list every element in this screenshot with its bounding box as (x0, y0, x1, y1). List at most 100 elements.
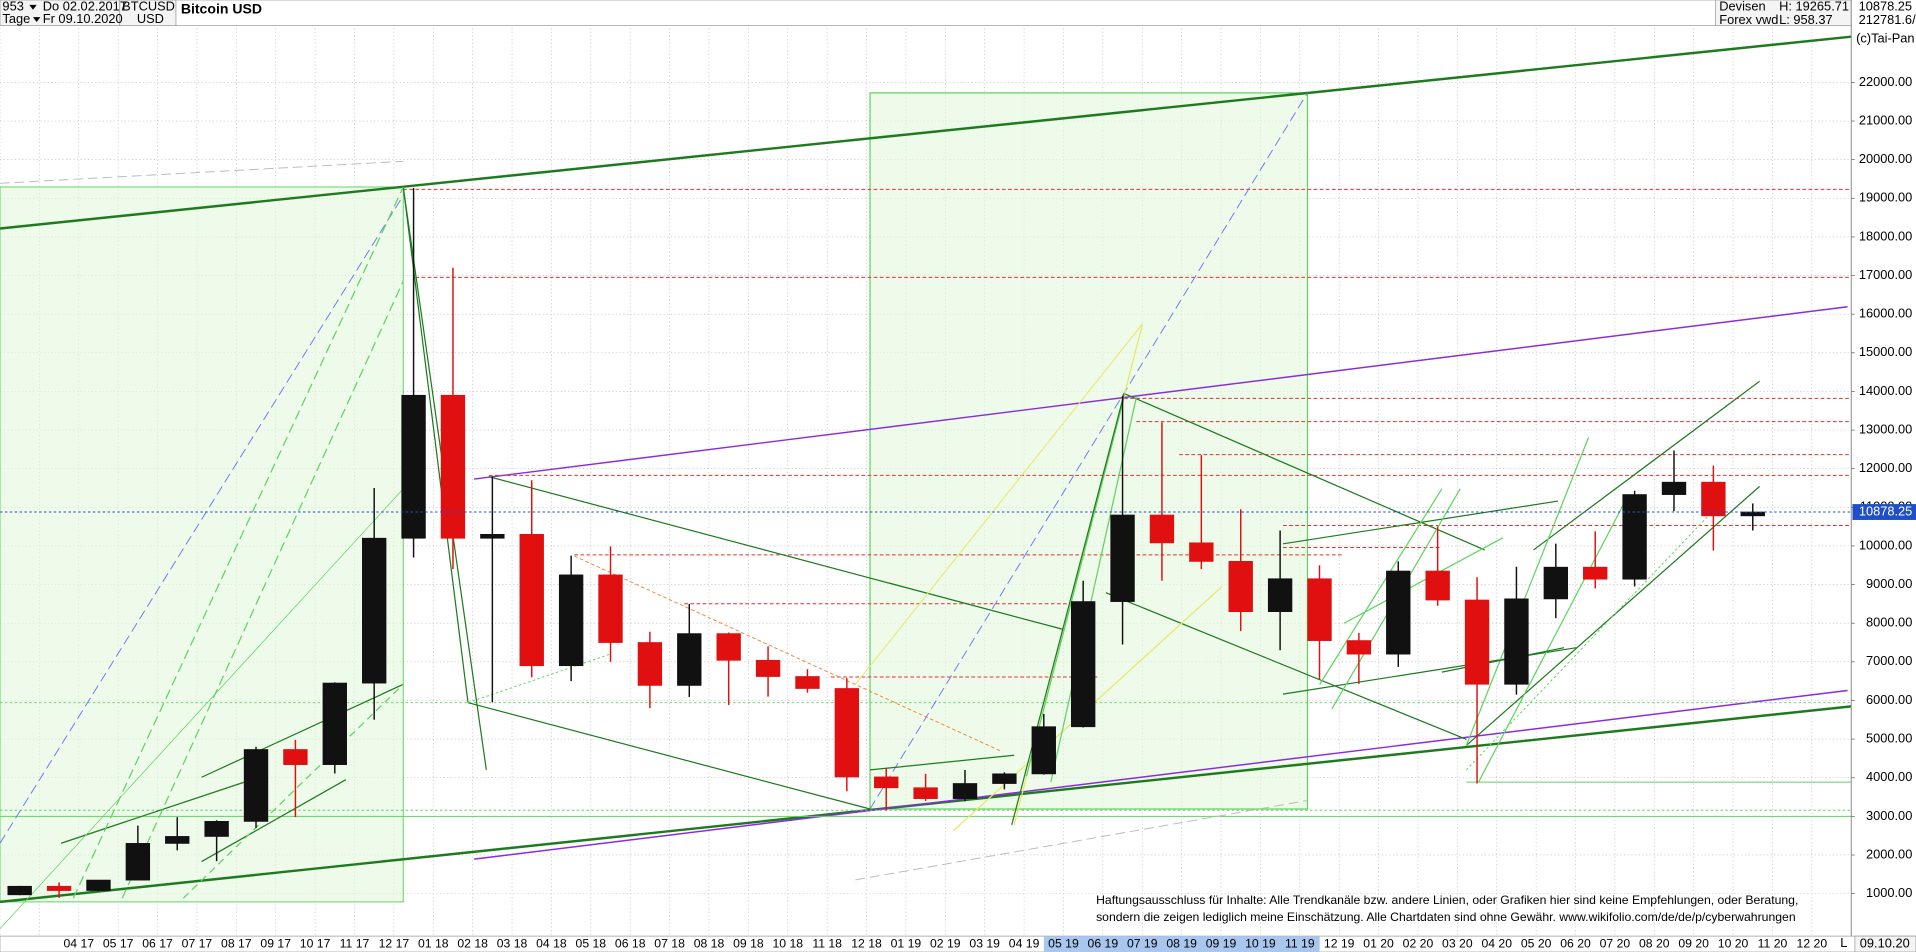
x-tick-label: 08 19 (1166, 936, 1197, 950)
candle-body (1110, 514, 1135, 602)
candles (0, 188, 1852, 898)
candle-body (1740, 511, 1765, 517)
trend-line (474, 689, 1848, 860)
candle-body (46, 885, 72, 891)
x-tick-label: 04 17 (63, 936, 94, 950)
trend-line (1441, 647, 1565, 673)
trend-line (182, 683, 404, 899)
y-tick-label: 5000.00 (1866, 730, 1912, 745)
y-tick-label: 8000.00 (1866, 615, 1912, 630)
x-tick-label: 10 20 (1718, 936, 1749, 950)
candle-body (913, 787, 938, 799)
x-tick-label: 11 20 (1758, 936, 1788, 950)
x-tick-label: 04 20 (1481, 936, 1512, 950)
candle-body (519, 533, 544, 667)
period: Tage (2, 11, 30, 26)
x-tick-label: 05 20 (1521, 936, 1552, 950)
y-tick-label: 17000.00 (1859, 267, 1913, 282)
candle-body (1661, 481, 1687, 495)
zone (0, 186, 404, 903)
trend-line (201, 683, 404, 778)
x-tick-label: 12 17 (379, 936, 410, 950)
y-tick-label: 10000.00 (1859, 537, 1913, 552)
trend-line (869, 754, 1015, 771)
candle-body (480, 533, 505, 539)
candle-body (716, 633, 741, 661)
y-tick-label: 7000.00 (1866, 653, 1912, 668)
y-tick-label: 4000.00 (1866, 769, 1912, 784)
x-tick-label: 05 17 (103, 936, 134, 950)
x-tick-label: 08 17 (221, 936, 252, 950)
trend-line (1465, 512, 1712, 771)
disclaimer: sondern die zeigen lediglich meine Einsc… (1096, 910, 1796, 924)
x-tick-label: 08 18 (694, 936, 725, 950)
x-tick-label: 05 19 (1048, 936, 1079, 950)
scale-button[interactable]: L (1840, 935, 1847, 950)
candle-body (362, 537, 387, 684)
trend-line (574, 555, 1003, 753)
x-axis-highlight (1043, 936, 1320, 952)
candle-body (1622, 494, 1647, 580)
trend-line (1533, 380, 1760, 551)
candle-body (1583, 566, 1608, 580)
x-tick-label: 01 20 (1363, 936, 1394, 950)
candle-body (1189, 542, 1214, 562)
volume: 212781.6/ (1859, 12, 1916, 27)
candle-body (1701, 481, 1726, 517)
x-tick-label: 06 17 (142, 936, 173, 950)
header-bar (0, 0, 1852, 27)
x-tick-label: 03 19 (969, 936, 1000, 950)
candle-body (7, 885, 32, 896)
x-tick-label: 11 18 (812, 936, 842, 950)
y-tick-label: 21000.00 (1859, 112, 1913, 127)
trend-line (72, 186, 404, 899)
x-tick-label: 12 18 (851, 936, 882, 950)
x-tick-label: 02 18 (457, 936, 488, 950)
trend-line (121, 280, 404, 899)
candle-body (598, 574, 623, 643)
trend-line (1343, 537, 1504, 624)
from-date: Do 02.02.2017 (43, 0, 127, 14)
x-tick-label: 12 20 (1797, 936, 1828, 950)
candle-body (1070, 601, 1096, 728)
dropdown-icon[interactable] (29, 4, 37, 10)
candle-body (558, 574, 584, 667)
candle-body (952, 783, 978, 799)
candle-body (1425, 570, 1450, 601)
trend-line (0, 195, 404, 844)
candle-body (165, 836, 190, 844)
candle-body (1149, 514, 1175, 544)
x-tick-label: 06 18 (615, 936, 646, 950)
dropdown-icon[interactable] (32, 17, 41, 22)
candle-body (834, 688, 860, 778)
symbol: BTCUSD (122, 0, 175, 14)
trend-line (0, 488, 404, 930)
candle-body (204, 821, 229, 837)
x-axis: 04 17 05 17 06 17 07 17 08 17 09 17 10 17 11 17… (63, 936, 1827, 950)
y-tick-label: 6000.00 (1866, 692, 1912, 707)
y-tick-label: 22000.00 (1859, 74, 1913, 89)
trend-line (1465, 437, 1590, 746)
x-tick-label: 09 20 (1678, 936, 1709, 950)
last-price-box (1852, 504, 1916, 520)
candle-body (1267, 578, 1293, 612)
trend-line (869, 92, 1308, 810)
trend-line (60, 781, 245, 844)
y-axis-panel (1851, 0, 1916, 952)
exchange: Devisen (1719, 0, 1765, 14)
bars: 953 (2, 0, 23, 14)
x-tick-label: 07 18 (654, 936, 685, 950)
x-tick-label: 07 19 (1127, 936, 1158, 950)
x-tick-label: 01 19 (891, 936, 922, 950)
x-tick-label: 12 19 (1324, 936, 1355, 950)
x-tick-label: 09 18 (733, 936, 764, 950)
y-tick-label: 3000.00 (1866, 808, 1912, 823)
symbol-box[interactable] (119, 0, 177, 27)
trend-line (0, 35, 1852, 230)
trend-line (854, 323, 1143, 685)
last-price: 10878.25 (1859, 0, 1913, 14)
copyright: (c)Tai-Pan (1856, 30, 1914, 45)
x-tick-label: 10 19 (1245, 936, 1276, 950)
candle-body (322, 682, 347, 765)
